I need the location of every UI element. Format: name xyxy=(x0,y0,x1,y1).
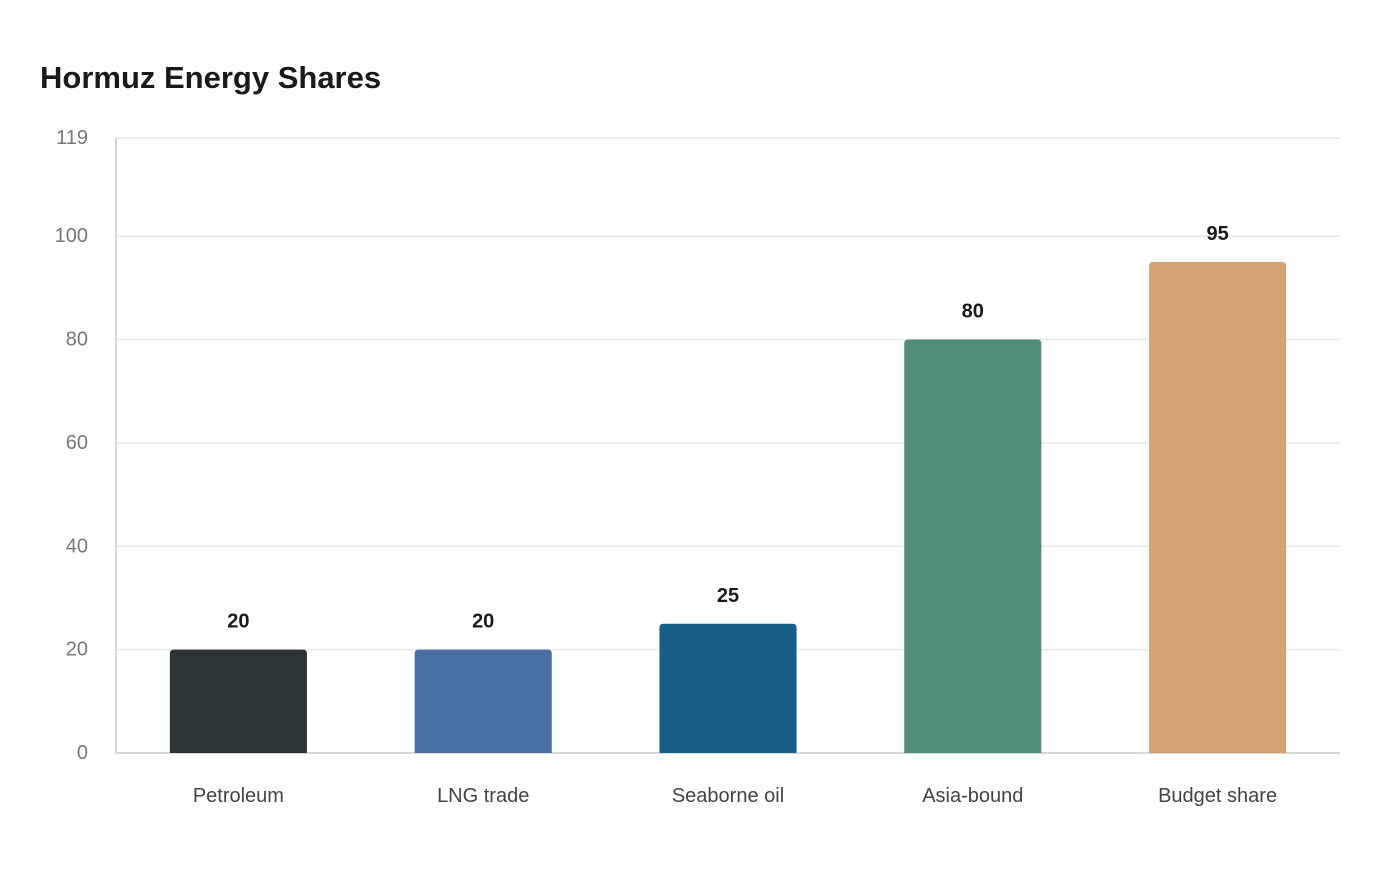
bar xyxy=(169,649,307,753)
data-label: 20 xyxy=(227,611,249,633)
bars xyxy=(169,262,1287,753)
chart-title: Hormuz Energy Shares xyxy=(40,60,382,95)
y-tick-label: 20 xyxy=(66,639,88,661)
data-label: 80 xyxy=(962,301,984,323)
bar xyxy=(904,339,1042,753)
bar xyxy=(1149,262,1287,753)
y-tick-label: 40 xyxy=(66,535,88,557)
y-tick-label: 0 xyxy=(77,742,88,764)
data-label: 95 xyxy=(1206,223,1228,245)
y-tick-label: 119 xyxy=(56,127,88,149)
bar xyxy=(659,623,797,753)
data-label: 25 xyxy=(717,585,739,607)
bar xyxy=(414,649,552,753)
x-tick-label: Asia-bound xyxy=(922,785,1023,807)
gridlines xyxy=(116,137,1340,651)
data-label: 20 xyxy=(472,611,494,633)
labels: 0 20 40 60 80 100 119 20 Petroleum 20 LNG trade 25 S… xyxy=(55,127,1277,807)
y-tick-label: 100 xyxy=(55,225,88,247)
x-tick-label: Seaborne oil xyxy=(672,785,784,807)
x-tick-label: Budget share xyxy=(1158,785,1277,807)
y-tick-label: 60 xyxy=(66,432,88,454)
x-tick-label: Petroleum xyxy=(193,785,284,807)
y-tick-label: 80 xyxy=(66,329,88,351)
x-tick-label: LNG trade xyxy=(437,785,529,807)
